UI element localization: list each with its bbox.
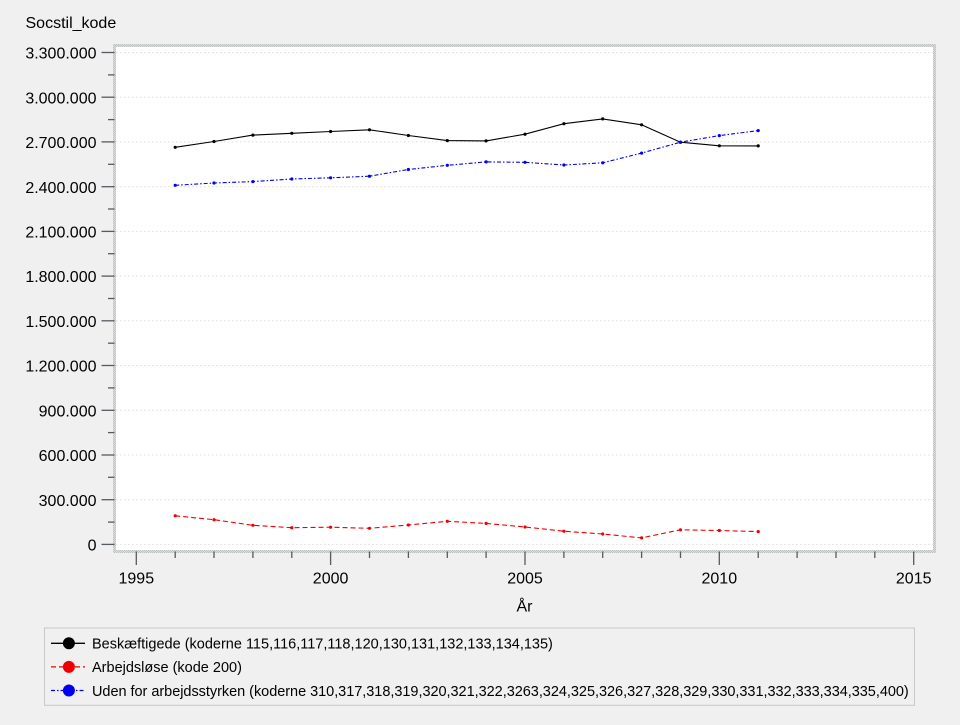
svg-text:300.000: 300.000: [39, 493, 97, 510]
svg-text:1995: 1995: [119, 570, 155, 587]
svg-text:Beskæftigede (koderne 115,116,: Beskæftigede (koderne 115,116,117,118,12…: [92, 637, 553, 653]
svg-text:0: 0: [88, 538, 97, 555]
svg-text:Arbejdsløse (kode 200): Arbejdsløse (kode 200): [92, 660, 242, 676]
svg-text:År: År: [517, 597, 534, 616]
svg-text:2010: 2010: [702, 570, 738, 587]
svg-text:2.100.000: 2.100.000: [25, 225, 96, 242]
svg-text:600.000: 600.000: [39, 448, 97, 465]
svg-text:1.800.000: 1.800.000: [25, 269, 96, 286]
svg-text:2.700.000: 2.700.000: [25, 135, 96, 152]
svg-text:2015: 2015: [896, 570, 932, 587]
svg-text:2005: 2005: [507, 570, 543, 587]
svg-text:1.500.000: 1.500.000: [25, 314, 96, 331]
svg-text:Uden for arbejdsstyrken (koder: Uden for arbejdsstyrken (koderne 310,317…: [92, 684, 909, 700]
svg-text:2.400.000: 2.400.000: [25, 180, 96, 197]
svg-text:2000: 2000: [313, 570, 349, 587]
svg-text:3.300.000: 3.300.000: [25, 46, 96, 63]
svg-text:Socstil_kode: Socstil_kode: [26, 15, 117, 32]
svg-text:3.000.000: 3.000.000: [25, 90, 96, 107]
svg-text:1.200.000: 1.200.000: [25, 359, 96, 376]
svg-text:900.000: 900.000: [39, 403, 97, 420]
